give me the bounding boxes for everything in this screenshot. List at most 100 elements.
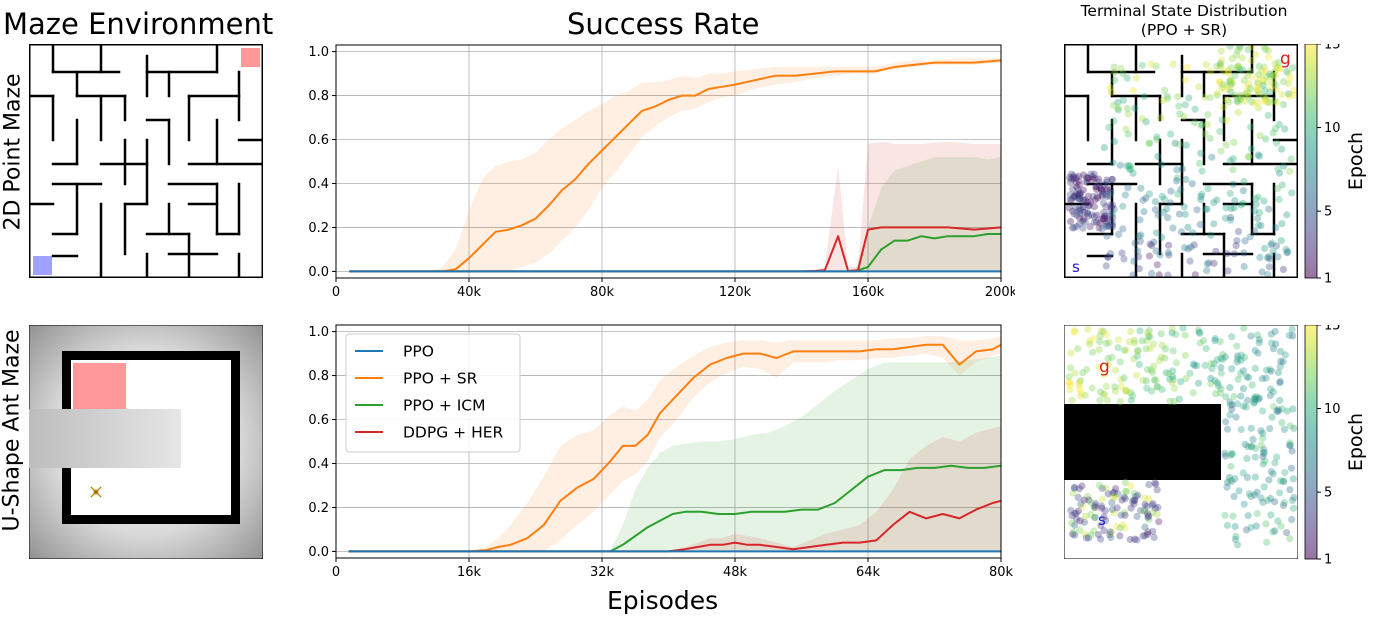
y-tick-label-5: 1.0 xyxy=(308,45,329,60)
terminal-point xyxy=(1272,242,1281,250)
terminal-point xyxy=(1106,201,1115,209)
terminal-point xyxy=(1074,194,1082,202)
terminal-point xyxy=(1272,125,1280,133)
terminal-point xyxy=(1075,381,1084,389)
terminal-point xyxy=(1247,123,1255,131)
terminal-point xyxy=(1121,495,1129,503)
terminal-point xyxy=(1252,522,1260,530)
terminal-point xyxy=(1189,229,1197,237)
y-tick-label-5: 1.0 xyxy=(308,325,329,340)
terminal-point xyxy=(1286,442,1294,450)
terminal-point xyxy=(1273,99,1281,107)
terminal-point xyxy=(1289,332,1297,340)
terminal-point xyxy=(1244,93,1252,101)
legend-label-2: PPO + ICM xyxy=(403,397,486,415)
terminal-point xyxy=(1227,462,1235,470)
terminal-point xyxy=(1262,374,1270,382)
terminal-point xyxy=(1120,346,1129,355)
terminal-point xyxy=(1114,336,1122,344)
maze-column-title: Maze Environment xyxy=(3,7,274,41)
terminal-point xyxy=(1086,337,1094,345)
terminal-point xyxy=(1090,334,1098,343)
terminal-point xyxy=(1260,97,1269,105)
terminal-point xyxy=(1223,116,1231,125)
terminal-point xyxy=(1116,398,1124,406)
terminal-point xyxy=(1104,360,1112,369)
start-label-top: s xyxy=(1072,258,1080,276)
terminal-point xyxy=(1083,173,1091,181)
terminal-point xyxy=(1143,329,1152,337)
terminal-point xyxy=(1127,328,1135,336)
series-line-ppo-icm xyxy=(348,464,1002,553)
terminal-point xyxy=(1273,64,1281,72)
terminal-point xyxy=(1135,265,1143,273)
terminal-point xyxy=(1193,206,1201,214)
terminal-point xyxy=(1263,538,1271,546)
terminal-point xyxy=(1070,210,1078,218)
terminal-point xyxy=(1234,108,1242,117)
terminal-point xyxy=(1070,192,1078,200)
terminal-point xyxy=(1223,483,1231,491)
terminal-point xyxy=(1258,67,1266,75)
terminal-point xyxy=(1227,88,1235,96)
terminal-point xyxy=(1228,401,1236,409)
terminal-point xyxy=(1079,224,1087,232)
terminal-point xyxy=(1233,352,1242,360)
row-label-top: 2D Point Maze xyxy=(0,73,26,231)
terminal-point xyxy=(1181,76,1190,84)
terminal-point xyxy=(1221,449,1229,457)
terminal-point xyxy=(1247,332,1255,340)
terminal-point xyxy=(1134,247,1142,255)
terminal-point xyxy=(1271,68,1279,76)
terminal-point xyxy=(1252,393,1260,401)
terminal-point xyxy=(1255,395,1263,403)
terminal-point xyxy=(1204,185,1212,193)
terminal-point xyxy=(1279,265,1287,274)
terminal-point xyxy=(1073,222,1081,231)
colorbar-tick-label-0: 1 xyxy=(1324,272,1332,285)
terminal-point xyxy=(1114,98,1122,106)
terminal-point xyxy=(1137,231,1145,239)
terminal-point xyxy=(1106,250,1115,258)
terminal-point xyxy=(1068,512,1076,520)
terminal-point xyxy=(1230,492,1238,500)
terminal-point xyxy=(1069,530,1077,538)
terminal-point xyxy=(1070,224,1078,232)
terminal-point xyxy=(1175,395,1183,403)
terminal-point xyxy=(1248,381,1256,389)
terminal-point xyxy=(1240,77,1248,85)
terminal-point xyxy=(1083,209,1091,217)
terminal-point xyxy=(1219,80,1227,89)
terminal-point xyxy=(1245,373,1253,382)
maze-goal-square xyxy=(241,48,260,67)
terminal-point xyxy=(1245,153,1253,161)
terminal-point xyxy=(1084,325,1092,334)
terminal-point xyxy=(1072,510,1080,518)
terminal-point xyxy=(1066,382,1074,390)
terminal-point xyxy=(1169,347,1177,355)
terminal-point xyxy=(1284,80,1292,88)
terminal-point xyxy=(1251,473,1259,481)
terminal-point xyxy=(1224,70,1233,78)
band-ppo-icm xyxy=(349,157,1001,272)
terminal-point xyxy=(1213,379,1221,387)
terminal-point xyxy=(1280,162,1288,170)
terminal-point xyxy=(1217,363,1225,372)
terminal-point xyxy=(1114,104,1122,112)
terminal-point xyxy=(1256,253,1264,261)
terminal-point xyxy=(1067,170,1075,178)
colorbar-tick-label-1: 5 xyxy=(1324,486,1332,501)
terminal-point xyxy=(1124,130,1132,138)
terminal-point xyxy=(1242,526,1251,534)
terminal-point xyxy=(1264,47,1272,55)
terminal-point xyxy=(1243,88,1251,96)
terminal-point xyxy=(1191,119,1199,127)
terminal-point xyxy=(1148,241,1156,249)
terminal-point xyxy=(1251,347,1259,355)
terminal-point xyxy=(1131,496,1139,505)
terminal-point xyxy=(1181,351,1189,359)
terminal-point xyxy=(1070,483,1078,491)
terminal-point xyxy=(1227,77,1235,85)
terminal-point xyxy=(1145,327,1153,335)
terminal-point xyxy=(1078,482,1086,490)
